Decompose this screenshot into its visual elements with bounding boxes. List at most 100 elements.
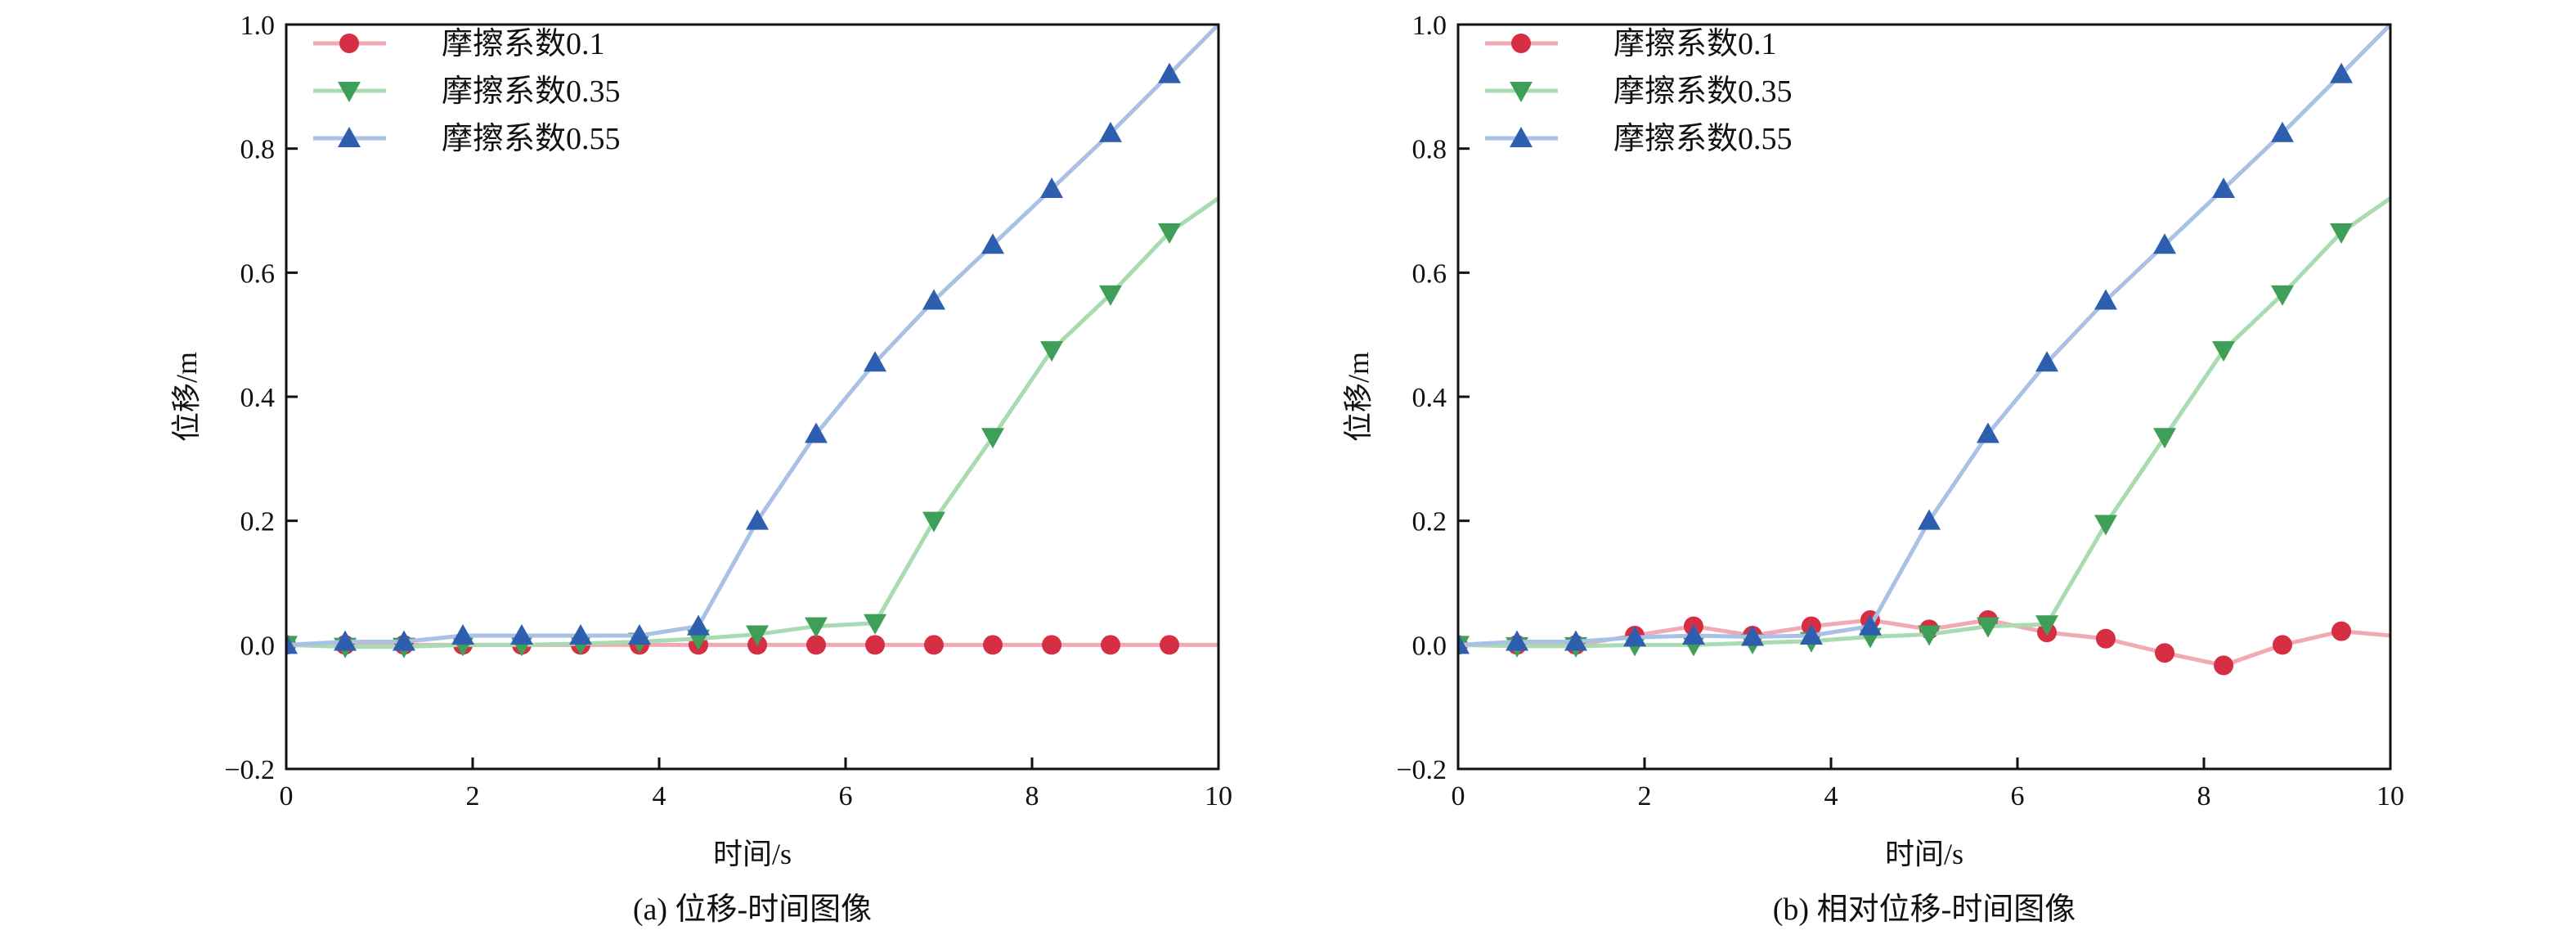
x-axis-label: 时间/s (713, 838, 792, 870)
data-point (569, 623, 593, 645)
data-point (864, 351, 887, 372)
data-point (2330, 223, 2354, 245)
legend-item: 摩擦系数0.35 (313, 74, 621, 109)
data-point (1040, 341, 1064, 362)
data-point (922, 511, 945, 533)
series-3 (286, 25, 1218, 654)
data-point (1918, 509, 1941, 530)
x-tick-label: 8 (1025, 781, 1039, 811)
data-point (2270, 285, 2294, 306)
data-point (392, 630, 415, 651)
x-tick-label: 10 (2376, 781, 2404, 811)
y-tick-label: 0.6 (240, 258, 276, 289)
legend-label: 摩擦系数0.35 (1613, 74, 1793, 109)
data-point (2214, 655, 2234, 676)
data-point (1858, 614, 1882, 636)
legend-item: 摩擦系数0.1 (1485, 27, 1777, 61)
chart-caption: (a) 位移-时间图像 (633, 892, 872, 927)
x-tick-label: 8 (2197, 781, 2211, 811)
data-point (1158, 62, 1182, 83)
legend-marker (1510, 82, 1533, 102)
data-point (2095, 628, 2116, 649)
data-point (1976, 422, 1999, 443)
legend-marker (339, 34, 359, 53)
x-tick-label: 4 (653, 781, 666, 811)
legend-item: 摩擦系数0.35 (1485, 74, 1793, 109)
data-point (804, 617, 828, 638)
y-tick-label: 0.2 (1412, 507, 1447, 537)
legend: 摩擦系数0.1 摩擦系数0.35 摩擦系数0.55 (313, 27, 621, 156)
series-line (286, 25, 1218, 647)
axes-frame (285, 23, 1220, 771)
data-point (1160, 635, 1180, 655)
data-point (1158, 223, 1182, 245)
legend-label: 摩擦系数0.1 (442, 27, 605, 61)
data-point (746, 625, 770, 646)
series-3 (1458, 25, 2390, 654)
series-line (1458, 25, 2390, 647)
legend-label: 摩擦系数0.55 (442, 122, 621, 156)
y-tick-label: 0.2 (240, 507, 276, 537)
series-line (1458, 196, 2390, 649)
data-point (2330, 62, 2354, 83)
x-axis-label: 时间/s (1885, 838, 1963, 870)
legend-marker (1511, 34, 1531, 53)
series-2 (286, 196, 1218, 659)
chart-panel-a: 0 2 4 6 8 10 −0.2 0.0 0.2 0.4 0.6 0.8 1.0 时间/s 位移/m (a)… (170, 11, 1232, 927)
data-point (1741, 625, 1765, 646)
data-point (1918, 625, 1941, 646)
plot-area (1458, 25, 2390, 676)
legend-label: 摩擦系数0.35 (442, 74, 621, 109)
y-tick-label: 1.0 (1412, 11, 1447, 41)
data-point (2155, 643, 2175, 663)
data-point (981, 428, 1005, 449)
data-point (2035, 615, 2059, 636)
data-point (1799, 623, 1823, 645)
data-point (806, 635, 826, 655)
data-point (804, 422, 828, 443)
series-line (286, 196, 1218, 650)
y-tick-label: 0.6 (1412, 258, 1447, 289)
data-point (746, 509, 770, 530)
x-tick-label: 6 (2011, 781, 2025, 811)
data-point (1506, 630, 1529, 651)
x-tick-label: 2 (466, 781, 480, 811)
data-point (2331, 621, 2352, 641)
legend-item: 摩擦系数0.55 (313, 122, 621, 156)
data-point (2212, 177, 2236, 198)
legend-item: 摩擦系数0.1 (313, 27, 605, 61)
x-tick-label: 0 (280, 781, 294, 811)
data-point (923, 635, 944, 655)
y-tick-label: 0.8 (1412, 135, 1447, 165)
y-tick-label: 0.4 (1412, 383, 1447, 413)
data-point (864, 614, 887, 635)
data-point (922, 289, 945, 310)
x-tick-label: 10 (1205, 781, 1232, 811)
legend-marker (338, 82, 361, 102)
data-point (1976, 617, 1999, 638)
x-tick-label: 6 (839, 781, 853, 811)
data-point (1458, 633, 1470, 654)
chart-caption: (b) 相对位移-时间图像 (1773, 892, 2076, 927)
y-tick-label: 0.0 (240, 631, 276, 661)
series-2 (1458, 196, 2390, 658)
y-tick-label: 0.8 (240, 135, 276, 165)
data-point (1098, 121, 1122, 142)
y-tick-label: −0.2 (224, 755, 275, 785)
data-point (2153, 428, 2177, 449)
data-point (981, 233, 1005, 254)
data-point (1042, 635, 1062, 655)
data-point (865, 635, 886, 655)
y-tick-label: −0.2 (1396, 755, 1447, 785)
data-point (509, 623, 533, 645)
y-tick-label: 1.0 (240, 11, 276, 41)
data-point (2270, 121, 2294, 142)
data-point (2094, 289, 2117, 310)
data-point (1100, 635, 1120, 655)
data-point (2094, 515, 2117, 536)
x-tick-label: 0 (1452, 781, 1465, 811)
y-axis-label: 位移/m (1342, 352, 1375, 442)
legend-marker (1510, 127, 1533, 147)
data-point (983, 635, 1003, 655)
